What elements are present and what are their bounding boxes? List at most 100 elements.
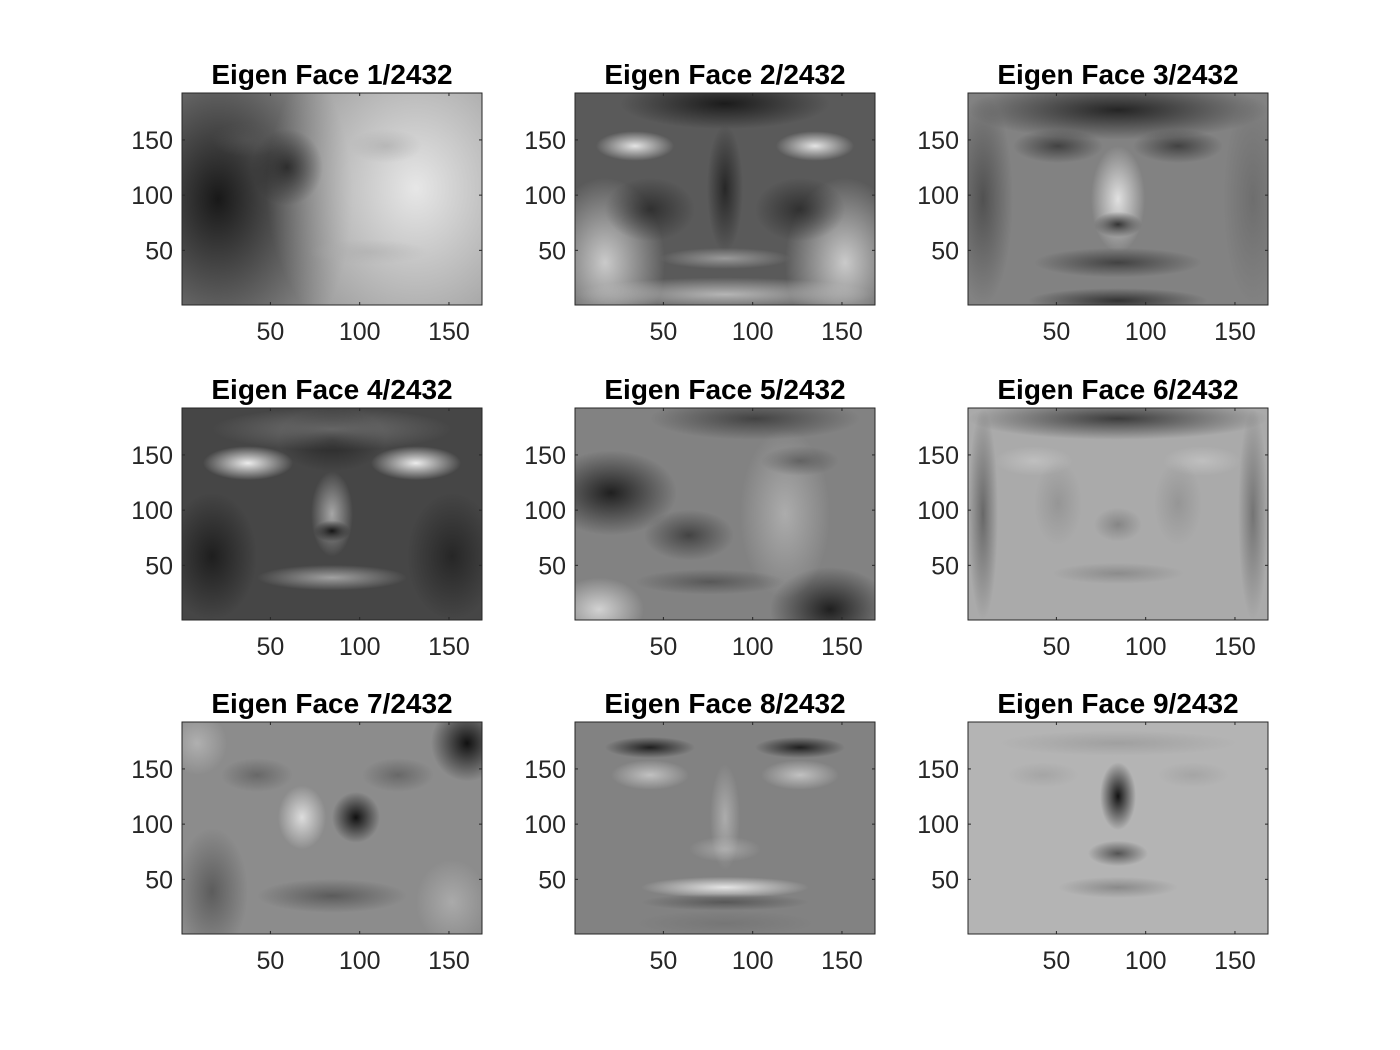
x-tick-label: 50 <box>256 318 284 346</box>
y-tick-label: 100 <box>917 182 959 210</box>
eigenface-shading <box>635 569 785 594</box>
eigenface-shading <box>611 760 689 790</box>
eigenface-image <box>167 408 497 620</box>
eigenface-shading <box>221 758 293 792</box>
eigenface-shading <box>605 737 695 758</box>
eigenface-shading <box>968 408 998 620</box>
panel-title: Eigen Face 9/2432 <box>997 688 1238 719</box>
eigenface-panel: 50 100 150 50 100 150 Eigen Face 3/2432 <box>917 59 1283 346</box>
eigenface-image <box>575 722 875 936</box>
eigenface-shading <box>176 828 248 955</box>
eigenface-image <box>545 397 890 651</box>
panel-title: Eigen Face 7/2432 <box>211 688 452 719</box>
y-tick-label: 100 <box>917 811 959 839</box>
x-tick-label: 50 <box>256 633 284 661</box>
eigenface-shading <box>1133 129 1223 163</box>
eigenface-shading <box>1007 762 1079 787</box>
y-tick-label: 150 <box>524 127 566 155</box>
eigenface-panel: 50 100 150 50 100 150 Eigen Face 4/2432 <box>131 374 497 661</box>
x-tick-label: 50 <box>1042 318 1070 346</box>
y-tick-label: 100 <box>131 182 173 210</box>
y-tick-label: 50 <box>145 237 173 265</box>
y-tick-label: 50 <box>931 552 959 580</box>
eigenface-shading <box>755 737 845 758</box>
eigenface-shading <box>1013 129 1103 163</box>
x-tick-label: 150 <box>428 318 470 346</box>
eigenface-image <box>167 705 503 955</box>
panel-title: Eigen Face 3/2432 <box>997 59 1238 90</box>
x-tick-label: 100 <box>732 318 774 346</box>
eigenface-shading <box>1094 212 1142 237</box>
y-tick-label: 150 <box>524 756 566 784</box>
eigenface-shading <box>1034 461 1082 546</box>
panel-title: Eigen Face 8/2432 <box>604 688 845 719</box>
eigenface-shading <box>278 786 326 850</box>
eigenface-shading <box>1034 248 1202 278</box>
x-tick-label: 150 <box>428 947 470 975</box>
x-tick-label: 100 <box>339 633 381 661</box>
eigenface-shading <box>641 894 809 911</box>
x-tick-label: 150 <box>1214 633 1256 661</box>
eigenface-shading <box>755 178 845 242</box>
eigenface-panel: 50 100 150 50 100 150 Eigen Face 9/2432 <box>917 688 1268 975</box>
eigenface-shading <box>776 131 854 161</box>
panel-title: Eigen Face 5/2432 <box>604 374 845 405</box>
y-tick-label: 50 <box>145 866 173 894</box>
y-tick-label: 50 <box>538 866 566 894</box>
eigenface-shading <box>1028 288 1208 313</box>
eigenface-shading <box>1088 841 1148 866</box>
y-tick-label: 100 <box>524 811 566 839</box>
eigenface-shading <box>311 472 353 557</box>
x-tick-label: 50 <box>649 318 677 346</box>
panel-title: Eigen Face 4/2432 <box>211 374 452 405</box>
eigenface-shading <box>350 129 422 163</box>
eigenface-shading <box>203 446 293 480</box>
eigenface-panel: 50 100 150 50 100 150 Eigen Face 2/2432 <box>524 59 905 347</box>
x-tick-label: 100 <box>732 633 774 661</box>
x-tick-label: 100 <box>339 318 381 346</box>
eigenface-shading <box>416 860 488 945</box>
eigenface-shading <box>167 493 257 620</box>
eigenface-shading <box>212 123 284 157</box>
y-tick-label: 100 <box>131 811 173 839</box>
eigenface-shading <box>998 730 1238 755</box>
y-tick-label: 150 <box>917 127 959 155</box>
y-tick-label: 150 <box>917 756 959 784</box>
y-tick-label: 100 <box>917 497 959 525</box>
eigenface-shading <box>605 178 695 242</box>
eigenface-panel: 50 100 150 50 100 150 Eigen Face 8/2432 <box>524 688 875 975</box>
eigenface-panel: 50 100 150 50 100 150 Eigen Face 1/2432 <box>83 8 566 390</box>
x-tick-label: 100 <box>1125 947 1167 975</box>
x-tick-label: 150 <box>821 633 863 661</box>
eigenface-shading <box>635 911 815 936</box>
eigenface-shading <box>707 125 743 252</box>
eigenface-image <box>968 397 1268 620</box>
x-tick-label: 100 <box>732 947 774 975</box>
x-tick-label: 50 <box>649 947 677 975</box>
eigenface-shading <box>1154 461 1202 546</box>
eigenface-shading <box>1238 408 1268 620</box>
eigenface-image <box>968 722 1268 934</box>
x-tick-label: 50 <box>1042 947 1070 975</box>
eigenface-shading <box>362 758 434 792</box>
y-tick-label: 100 <box>131 497 173 525</box>
eigenface-panel: 50 100 150 50 100 150 Eigen Face 6/2432 <box>917 374 1268 661</box>
y-tick-label: 150 <box>131 127 173 155</box>
eigenface-image <box>545 78 905 347</box>
y-tick-label: 50 <box>931 866 959 894</box>
x-tick-label: 100 <box>1125 633 1167 661</box>
y-tick-label: 150 <box>131 442 173 470</box>
y-tick-label: 150 <box>131 756 173 784</box>
eigenface-shading <box>314 520 350 541</box>
x-tick-label: 150 <box>428 633 470 661</box>
x-tick-label: 100 <box>339 947 381 975</box>
panel-title: Eigen Face 6/2432 <box>997 374 1238 405</box>
y-tick-label: 150 <box>524 442 566 470</box>
x-tick-label: 150 <box>1214 947 1256 975</box>
panel-title: Eigen Face 1/2432 <box>211 59 452 90</box>
x-tick-label: 150 <box>821 318 863 346</box>
panel-title: Eigen Face 2/2432 <box>604 59 845 90</box>
eigenface-shading <box>761 760 839 790</box>
eigenface-shading <box>1100 762 1136 830</box>
eigenface-shading <box>1052 563 1184 584</box>
